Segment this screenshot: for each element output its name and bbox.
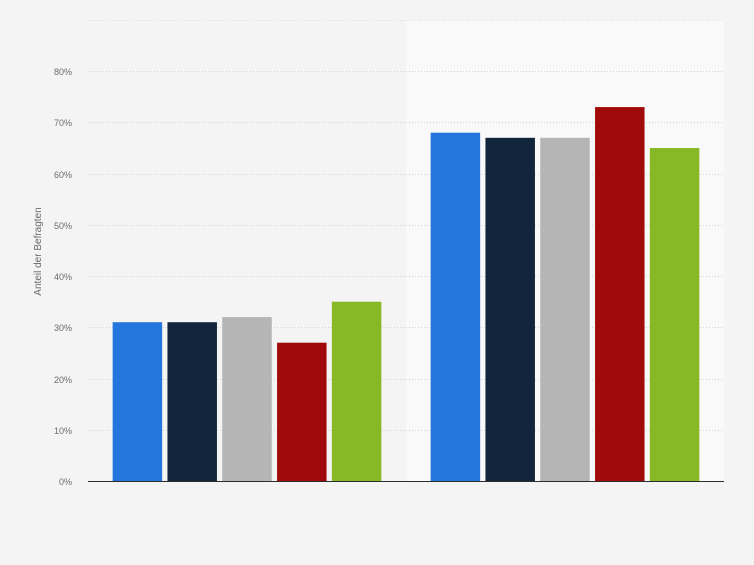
y-tick-label: 50% <box>54 221 72 231</box>
y-axis-label: Anteil der Befragten <box>33 207 44 295</box>
bar <box>540 137 590 482</box>
bar <box>277 342 327 481</box>
y-tick-label: 0% <box>59 477 72 487</box>
bar <box>167 322 217 481</box>
y-tick-label: 30% <box>54 323 72 333</box>
bars <box>112 107 700 482</box>
gridlines <box>88 20 724 431</box>
bar <box>485 137 535 482</box>
bar <box>331 301 382 481</box>
bar <box>595 107 645 482</box>
bar <box>430 132 481 481</box>
y-tick-label: 20% <box>54 375 72 385</box>
bar <box>222 317 272 481</box>
y-tick-labels: 0% 10% 20% 30% 40% 50% 60% 70% 80% <box>54 67 72 487</box>
y-tick-label: 10% <box>54 426 72 436</box>
y-tick-label: 40% <box>54 272 72 282</box>
y-tick-label: 70% <box>54 118 72 128</box>
y-tick-label: 60% <box>54 170 72 180</box>
bar <box>112 322 163 481</box>
y-tick-label: 80% <box>54 67 72 77</box>
bar <box>649 148 700 482</box>
